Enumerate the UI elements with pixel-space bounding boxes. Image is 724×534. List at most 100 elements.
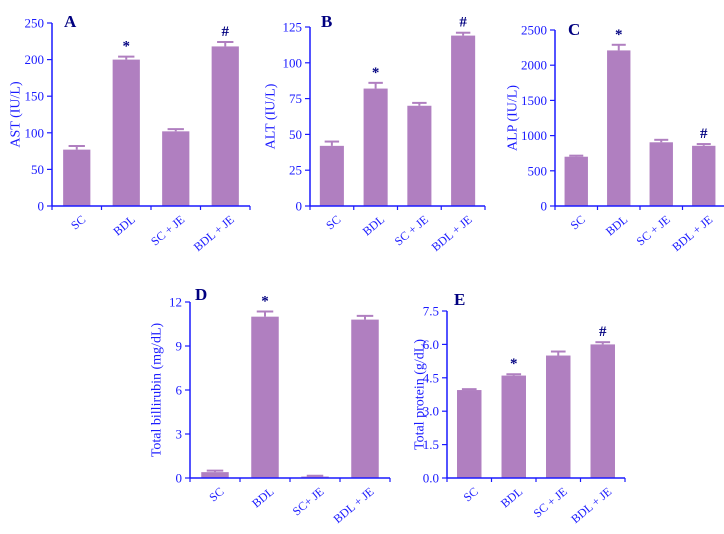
panel-c-y-tick-label: 0 <box>541 199 548 214</box>
panel-b-y-tick-label: 100 <box>283 55 303 70</box>
panel-c-y-tick-label: 2500 <box>521 23 547 38</box>
panel-a-y-tick-label: 0 <box>38 199 45 214</box>
panel-d-bar-1 <box>201 472 229 478</box>
panel-a-error-bar-3 <box>167 128 184 132</box>
panel-c-bar-4 <box>692 145 716 206</box>
panel-c-category-label: SC <box>568 212 588 232</box>
panel-d-error-bar-2 <box>256 310 274 317</box>
panel-e-y-tick-label: 1.5 <box>423 437 439 452</box>
panel-c-bar-1 <box>564 156 588 206</box>
panel-d-error-bar-3 <box>306 474 324 477</box>
panel-a-error-bar-1 <box>68 144 85 150</box>
panel-c-bar-3 <box>649 142 673 206</box>
panel-a-y-tick-label: 150 <box>25 89 45 104</box>
panel-d-bar-4 <box>351 319 379 478</box>
panel-e: SC * BDL SC + JE # BDL + JE 0.0 1.5 3.0 4.5 6.0 7.5… <box>413 290 626 526</box>
panel-c-error-bar-2 <box>611 43 626 51</box>
panel-a-y-axis-label: AST (IU/L) <box>9 81 24 148</box>
panel-c-marker-2: * <box>615 27 623 43</box>
panel-b-y-tick-label: 0 <box>296 199 303 214</box>
panel-e-marker-4: # <box>599 324 607 340</box>
panel-e-marker-2: * <box>510 356 518 372</box>
panel-e-error-bar-1 <box>461 388 477 391</box>
panel-c-bar-2 <box>607 50 631 206</box>
panel-e-category-label: BDL + JE <box>568 484 614 526</box>
panel-c-y-tick-label: 1500 <box>521 93 547 108</box>
panel-d-bar-2 <box>251 316 279 478</box>
panel-b-bar-3 <box>407 105 432 206</box>
panel-c-error-bar-1 <box>569 154 584 157</box>
panel-e-y-axis-label: Total protein (g/dL) <box>413 339 428 450</box>
panel-e-bar-4 <box>590 344 615 478</box>
panel-b-bar-4 <box>451 35 476 207</box>
panel-e-category-label: SC <box>461 484 481 504</box>
panel-d-label: D <box>195 285 207 304</box>
panel-b-y-tick-label: 25 <box>289 163 302 178</box>
panel-a-label: A <box>64 12 77 31</box>
panel-e-bar-1 <box>457 390 482 478</box>
panel-b-label: B <box>321 12 332 31</box>
panel-a-error-bar-4 <box>217 41 234 47</box>
panel-c-category-label: SC + JE <box>634 212 673 248</box>
panel-b-error-bar-4 <box>455 31 471 36</box>
panel-b-y-tick-label: 125 <box>283 20 303 35</box>
panel-b-error-bar-1 <box>324 140 340 146</box>
panel-c-error-bar-3 <box>654 138 669 143</box>
panel-d-category-label: SC <box>206 484 226 504</box>
panel-a-category-label: BDL <box>110 212 137 238</box>
panel-e-y-tick-label: 4.5 <box>423 370 439 385</box>
panel-c-y-tick-label: 1000 <box>521 128 547 143</box>
panel-e-y-tick-label: 3.0 <box>423 404 439 419</box>
panel-d-y-tick-label: 12 <box>169 295 182 310</box>
panel-d-y-tick-label: 9 <box>176 339 183 354</box>
panel-e-error-bar-3 <box>550 350 566 356</box>
panel-a-category-label: SC <box>68 212 88 232</box>
panel-a-y-tick-label: 100 <box>25 125 45 140</box>
panel-b-marker-2: * <box>372 65 380 81</box>
panel-d-marker-2: * <box>261 294 269 310</box>
panel-a-marker-4: # <box>222 24 230 40</box>
panel-e-y-tick-label: 7.5 <box>423 304 439 319</box>
panel-b-category-label: SC + JE <box>392 212 431 248</box>
panel-e-label: E <box>454 290 465 309</box>
panel-a-category-label: SC + JE <box>148 212 187 248</box>
panel-b-bar-1 <box>319 145 344 206</box>
panel-d-category-label: BDL + JE <box>331 484 377 526</box>
panel-a-marker-2: * <box>123 39 131 55</box>
panel-e-category-label: BDL <box>498 484 525 510</box>
panel-e-category-label: SC + JE <box>531 484 570 520</box>
panel-b-y-tick-label: 75 <box>289 91 302 106</box>
panel-b-y-axis-label: ALT (IU/L) <box>264 83 279 149</box>
panel-c-y-tick-label: 500 <box>528 163 548 178</box>
panel-e-error-bar-2 <box>506 373 522 376</box>
panel-a-category-label: BDL + JE <box>191 212 237 254</box>
panel-b-category-label: SC <box>323 212 343 232</box>
panel-b: SC * BDL SC + JE # BDL + JE 0 25 50 75 100 125 ALT (… <box>264 12 486 254</box>
panel-e-bar-3 <box>546 355 571 478</box>
panel-a-error-bar-2 <box>118 55 135 60</box>
panel-d-error-bar-4 <box>356 314 374 320</box>
panel-c-category-label: BDL <box>603 212 630 238</box>
panel-b-category-label: BDL <box>360 212 387 238</box>
panel-d-category-label: SC+ JE <box>290 484 327 518</box>
panel-a-bar-2 <box>112 59 140 206</box>
panel-c-label: C <box>568 20 580 39</box>
panel-c-y-tick-label: 2000 <box>521 58 547 73</box>
panel-b-error-bar-3 <box>412 101 427 106</box>
panel-c-category-label: BDL + JE <box>669 212 715 254</box>
panel-b-bar-2 <box>363 88 388 206</box>
panel-c-error-bar-4 <box>696 143 711 146</box>
panel-d-category-label: BDL <box>249 484 276 510</box>
panel-e-error-bar-4 <box>595 341 611 345</box>
panel-c: SC * BDL SC + JE # BDL + JE 0 500 1000 1500 2000 25… <box>506 20 724 254</box>
panel-d-error-bar-1 <box>206 469 224 473</box>
panel-d-y-tick-label: 6 <box>176 383 183 398</box>
panel-d-y-tick-label: 0 <box>176 471 183 486</box>
panel-e-bar-2 <box>501 375 526 478</box>
panel-e-y-tick-label: 6.0 <box>423 337 439 352</box>
panel-a-bar-3 <box>162 131 190 206</box>
panel-c-y-axis-label: ALP (IU/L) <box>506 85 521 151</box>
panel-d: SC * BDL SC+ JE BDL + JE 0 3 6 9 12 Total billirub… <box>150 285 391 526</box>
panel-e-y-tick-label: 0.0 <box>423 471 439 486</box>
